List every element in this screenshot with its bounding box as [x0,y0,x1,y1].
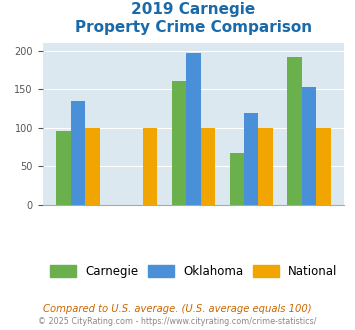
Bar [85,128,100,205]
Bar [71,101,85,205]
Text: © 2025 CityRating.com - https://www.cityrating.com/crime-statistics/: © 2025 CityRating.com - https://www.city… [38,317,317,326]
Title: 2019 Carnegie
Property Crime Comparison: 2019 Carnegie Property Crime Comparison [75,2,312,35]
Text: Compared to U.S. average. (U.S. average equals 100): Compared to U.S. average. (U.S. average … [43,304,312,314]
Bar [230,153,244,205]
Legend: Carnegie, Oklahoma, National: Carnegie, Oklahoma, National [45,260,342,283]
Bar [302,87,316,205]
Bar [287,57,302,205]
Bar [244,113,258,205]
Bar [56,131,71,205]
Bar [186,53,201,205]
Bar [316,128,331,205]
Bar [201,128,215,205]
Bar [172,82,186,205]
Bar [258,128,273,205]
Bar [143,128,157,205]
